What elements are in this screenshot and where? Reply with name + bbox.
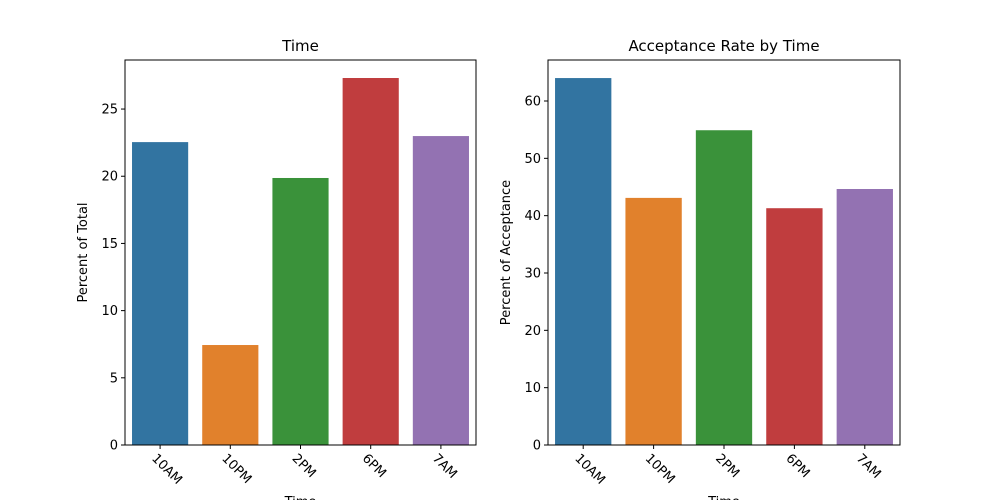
x-tick-label: 10PM [218, 451, 254, 487]
plot-frame [547, 59, 901, 446]
y-axis-label: Percent of Total [76, 202, 91, 302]
y-tick-label: 10 [524, 381, 541, 396]
x-tick-label: 2PM [712, 451, 742, 481]
bar [695, 130, 753, 445]
bar [132, 142, 189, 446]
chart-title: Acceptance Rate by Time [628, 37, 819, 55]
x-tick-label: 7AM [429, 451, 460, 482]
y-tick-label: 30 [524, 266, 541, 281]
bar [766, 208, 823, 445]
chart-title: Time [281, 37, 319, 55]
x-tick-label: 10PM [642, 451, 678, 487]
x-tick-label: 6PM [359, 451, 389, 481]
bar [272, 177, 329, 446]
x-tick-label: 2PM [289, 451, 319, 481]
y-tick-label: 10 [101, 304, 118, 319]
bar [342, 78, 399, 445]
y-tick-label: 40 [524, 209, 541, 224]
x-tick-label: 10AM [571, 451, 608, 488]
x-axis-label: Time [284, 495, 317, 500]
plot-frame [124, 59, 477, 446]
bar [202, 345, 259, 445]
bar [412, 136, 469, 446]
x-tick-label: 10AM [148, 451, 185, 488]
bar [836, 189, 893, 445]
y-tick-label: 20 [101, 170, 118, 185]
y-tick-label: 25 [101, 103, 118, 118]
x-tick-label: 6PM [783, 451, 813, 481]
y-tick-label: 0 [110, 439, 118, 454]
bar [625, 197, 682, 445]
x-axis-label: Time [707, 495, 740, 500]
y-tick-label: 60 [524, 94, 541, 109]
bar [555, 78, 612, 446]
y-tick-label: 0 [533, 439, 541, 454]
y-axis-label: Percent of Acceptance [499, 180, 514, 325]
y-tick-label: 15 [101, 237, 118, 252]
y-tick-label: 20 [524, 324, 541, 339]
x-tick-label: 7AM [853, 451, 884, 482]
y-tick-label: 5 [110, 371, 118, 386]
y-tick-label: 50 [524, 152, 541, 167]
